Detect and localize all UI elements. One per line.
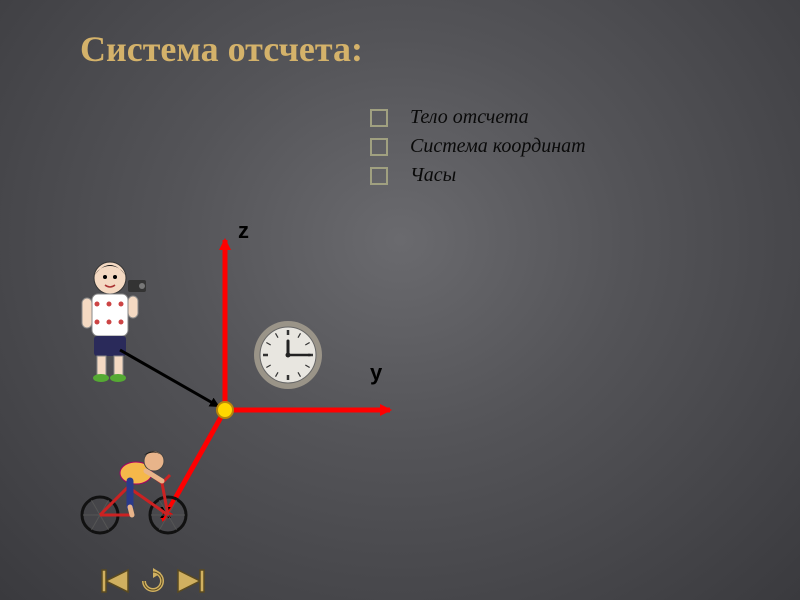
bullet-list: Тело отсчета Система координат Часы — [370, 100, 586, 193]
bullet-item: Система координат — [370, 135, 586, 158]
axis-label-z: z — [238, 220, 249, 243]
bullet-marker-icon — [370, 109, 388, 127]
nav-prev-button[interactable] — [100, 568, 134, 594]
bullet-label: Система координат — [410, 135, 586, 158]
nav-next-button[interactable] — [172, 568, 206, 594]
observer-icon — [82, 262, 146, 382]
page-title: Система отсчета: — [80, 28, 363, 70]
reference-frame-diagram: zуx — [60, 220, 420, 540]
bullet-item: Тело отсчета — [370, 106, 586, 129]
clock-icon — [254, 321, 322, 389]
bullet-label: Тело отсчета — [410, 106, 529, 129]
bullet-label: Часы — [410, 164, 456, 187]
nav-reload-button[interactable] — [136, 568, 170, 594]
bullet-marker-icon — [370, 138, 388, 156]
bullet-marker-icon — [370, 167, 388, 185]
nav-controls — [100, 568, 206, 594]
bullet-item: Часы — [370, 164, 586, 187]
axis-label-y: у — [370, 360, 383, 385]
